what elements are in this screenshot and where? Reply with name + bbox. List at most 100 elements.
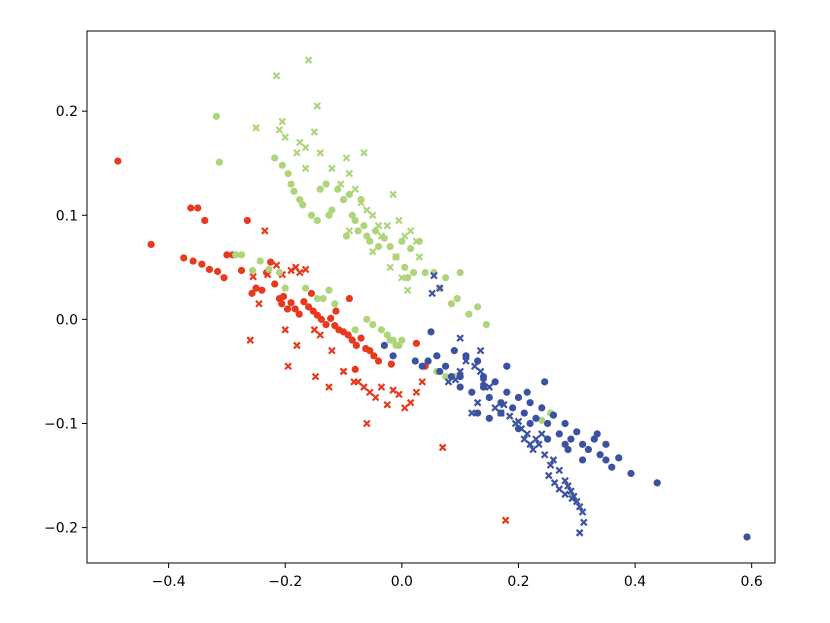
series-5-point-28 (564, 482, 572, 490)
series-4-point-1 (424, 357, 432, 365)
series-0-point-43 (374, 357, 383, 365)
series-5-point-23 (540, 450, 549, 459)
series-4-point-36 (653, 479, 661, 487)
series-2-point-60 (482, 320, 490, 329)
series-3-point-19 (368, 211, 377, 220)
series-2-point-46 (401, 263, 409, 271)
series-0-point-36 (344, 331, 352, 339)
series-5-point-38 (555, 485, 564, 493)
series-5 (428, 271, 588, 537)
series-0-point-16 (258, 286, 266, 294)
series-4-point-40 (474, 409, 482, 417)
series-3-point-17 (360, 149, 368, 157)
series-0-point-19 (271, 280, 279, 288)
series-3-point-6 (313, 102, 322, 110)
series-5-point-32 (575, 503, 584, 511)
series-2-point-62 (441, 373, 450, 381)
series-1-point-16 (328, 346, 336, 355)
series-5-point-26 (555, 466, 564, 475)
series-4-point-43 (526, 419, 534, 428)
series-1-point-3 (272, 261, 281, 270)
series-4-point-27 (573, 428, 581, 436)
series-1-point-34 (325, 383, 333, 391)
series-0-point-9 (214, 267, 222, 276)
series-4-point-48 (523, 388, 531, 396)
series-0-point-22 (283, 305, 292, 313)
series-0-point-52 (223, 251, 231, 259)
series-1 (246, 227, 510, 525)
series-5-point-0 (430, 271, 438, 280)
series-5-point-29 (567, 487, 575, 495)
series-4-point-52 (479, 383, 488, 391)
series-2-point-54 (441, 274, 450, 282)
series-3-point-21 (377, 232, 386, 240)
series-2-point-59 (474, 303, 482, 311)
series-2-point-14 (299, 201, 307, 209)
series-0-point-3 (187, 204, 195, 212)
series-2-point-20 (322, 180, 330, 188)
series-1-point-9 (261, 227, 269, 235)
series-0-point-27 (304, 303, 313, 311)
series-4-point-17 (514, 393, 523, 402)
series-0-point-0 (114, 157, 122, 165)
series-5-point-42 (473, 398, 482, 407)
series-0-point-38 (352, 341, 360, 350)
series-4-point-44 (544, 435, 552, 443)
series-2-point-68 (398, 336, 406, 344)
series-5-point-19 (529, 445, 537, 454)
series-0-point-5 (194, 204, 202, 212)
series-0-point-47 (278, 300, 286, 308)
series-3-point-7 (310, 128, 319, 136)
y-tick-label-2: 0.0 (56, 312, 78, 328)
series-2-point-6 (265, 265, 273, 274)
series-3-point-3 (278, 117, 287, 126)
series-2-point-49 (409, 268, 418, 277)
series-5-point-35 (575, 529, 584, 537)
series-4-point-19 (526, 399, 534, 407)
series-3-point-25 (400, 232, 409, 240)
series-3-point-16 (357, 199, 365, 207)
series-3-point-34 (368, 247, 377, 256)
series-4-point-47 (503, 362, 511, 370)
series-3-point-33 (345, 227, 354, 235)
series-4-point-35 (627, 469, 635, 478)
series-4-point-6 (450, 347, 458, 355)
series-4-point-15 (503, 388, 511, 396)
series-4-point-9 (468, 388, 476, 396)
series-2-point-0 (212, 112, 221, 120)
series-4-point-57 (411, 357, 419, 365)
series-3-point-14 (345, 169, 354, 178)
series-0-point-6 (198, 260, 206, 268)
series-0-point-44 (351, 365, 359, 373)
series-2-point-10 (284, 170, 292, 178)
series-3-point-27 (412, 237, 421, 246)
series-2-point-73 (281, 284, 289, 292)
series-2-point-56 (453, 294, 461, 303)
series-2-point-18 (316, 185, 324, 193)
series-2-point-47 (404, 274, 412, 282)
series-2-point-25 (339, 196, 348, 204)
series-1-point-31 (438, 443, 447, 452)
series-1-point-33 (339, 367, 348, 376)
series-1-point-13 (293, 341, 301, 350)
series-1-point-7 (296, 268, 304, 277)
series-4-point-20 (532, 414, 540, 422)
series-2-point-22 (328, 206, 336, 214)
series-3-point-11 (316, 149, 324, 157)
series-5-point-7 (479, 378, 488, 386)
series-0-point-1 (147, 240, 155, 249)
series-2-point-64 (538, 416, 546, 424)
series-2-point-8 (275, 268, 284, 277)
x-tick-label-0: −0.4 (152, 574, 186, 590)
series-0-point-30 (317, 315, 325, 323)
series-0-point-26 (300, 298, 308, 306)
series-4-point-4 (441, 362, 450, 370)
series-3-point-28 (392, 253, 400, 261)
series-0-point-48 (345, 294, 353, 303)
series-2-point-67 (392, 341, 400, 350)
series-2-point-19 (319, 294, 327, 303)
series-1-point-25 (400, 404, 409, 412)
series-3-point-24 (395, 216, 403, 225)
series-3-point-10 (293, 149, 301, 157)
